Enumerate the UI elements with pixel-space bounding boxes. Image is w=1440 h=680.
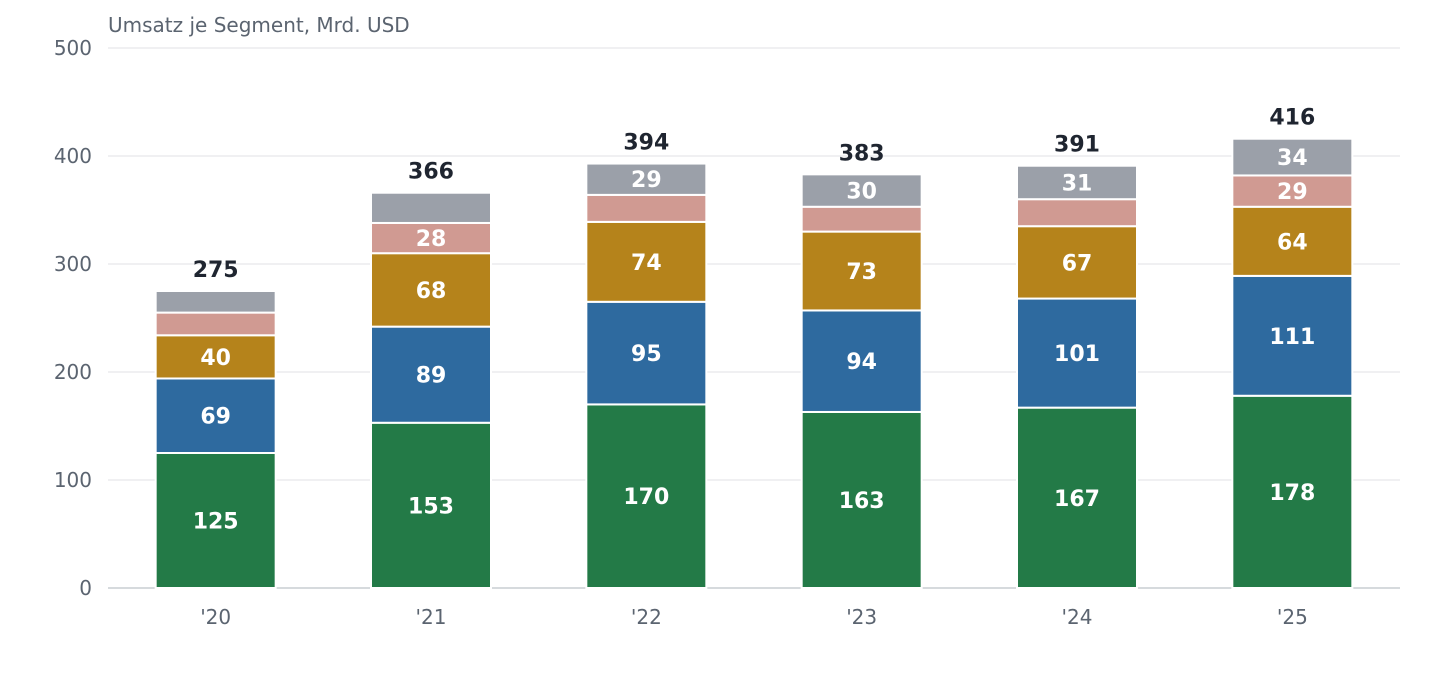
y-tick-label: 200 (54, 360, 92, 384)
segment-value-label: 29 (631, 168, 662, 193)
bar-segment (370, 191, 492, 224)
bar-segment (154, 452, 277, 589)
total-label: 383 (839, 141, 885, 166)
segment-value-label: 68 (416, 279, 447, 304)
bar-segment (585, 300, 708, 406)
segment-value-label: 163 (839, 489, 885, 514)
segment-value-label: 73 (846, 260, 877, 285)
bar-segment (800, 173, 923, 208)
bar-segment (370, 252, 492, 328)
segment-value-label: 153 (408, 494, 454, 519)
bar-segment (800, 230, 923, 312)
segment-value-label: 30 (846, 180, 877, 205)
bar-segment (585, 220, 708, 303)
total-label: 275 (193, 258, 239, 283)
x-tick-label: '25 (1277, 605, 1308, 629)
total-label: 391 (1054, 133, 1100, 158)
segment-value-label: 69 (200, 405, 231, 430)
segment-value-label: 89 (416, 364, 447, 389)
segment-value-label: 29 (1277, 180, 1308, 205)
segment-value-label: 178 (1269, 481, 1315, 506)
bar-segment (154, 377, 277, 455)
segment-value-label: 95 (631, 342, 662, 367)
bar-segment (1231, 205, 1354, 277)
x-tick-label: '23 (846, 605, 877, 629)
bar-segment (1231, 274, 1354, 397)
bar-segment (1231, 174, 1354, 208)
bar-segment (1016, 297, 1138, 409)
x-tick-label: '21 (416, 605, 447, 629)
segment-value-label: 64 (1277, 230, 1308, 255)
bar-segment (154, 290, 277, 314)
bar-segment (800, 205, 923, 233)
y-tick-label: 400 (54, 144, 92, 168)
bar-segment (1016, 164, 1138, 201)
gridlines (108, 47, 1400, 589)
segment-value-label: 125 (193, 510, 239, 535)
y-axis-title: Umsatz je Segment, Mrd. USD (108, 13, 410, 37)
bar-segment (800, 410, 923, 589)
total-label: 366 (408, 160, 454, 185)
segment-value-label: 74 (631, 251, 662, 276)
bar-segment (585, 193, 708, 223)
y-tick-label: 500 (54, 36, 92, 60)
y-axis-ticks: 0 100 200 300 400 500 (54, 36, 92, 600)
segment-labels: 125 69 40 153 89 68 28 170 95 74 29 163 94 73 30 167 101… (193, 146, 1316, 534)
bar-segment (1016, 198, 1138, 228)
y-tick-label: 0 (79, 576, 92, 600)
total-label: 416 (1269, 106, 1315, 131)
segment-value-label: 170 (623, 485, 669, 510)
x-tick-label: '24 (1062, 605, 1093, 629)
bar-segment (370, 221, 492, 255)
bar-segment (1016, 406, 1138, 590)
bar-segment (585, 403, 708, 589)
x-tick-label: '22 (631, 605, 662, 629)
segment-value-label: 31 (1062, 171, 1093, 196)
segment-value-label: 34 (1277, 146, 1308, 171)
y-tick-label: 300 (54, 252, 92, 276)
bar-segment (154, 311, 277, 337)
segment-value-label: 111 (1269, 325, 1315, 350)
segment-value-label: 28 (416, 227, 447, 252)
bar-segment (154, 334, 277, 380)
y-tick-label: 100 (54, 468, 92, 492)
segment-value-label: 101 (1054, 342, 1100, 367)
bar-segment (370, 325, 492, 424)
segment-value-label: 167 (1054, 487, 1100, 512)
bar-segment (585, 162, 708, 196)
total-labels: 275 366 394 383 391 416 (193, 106, 1316, 283)
segment-value-label: 67 (1062, 251, 1093, 276)
bar-segment (800, 309, 923, 413)
segment-value-label: 40 (200, 346, 231, 371)
segment-value-label: 94 (846, 350, 877, 375)
x-axis-ticks: '20 '21 '22 '23 '24 '25 (200, 605, 1308, 629)
bars (154, 137, 1354, 590)
bar-segment (1231, 137, 1354, 177)
bar-segment (1231, 394, 1354, 590)
x-tick-label: '20 (200, 605, 231, 629)
total-label: 394 (623, 131, 669, 156)
